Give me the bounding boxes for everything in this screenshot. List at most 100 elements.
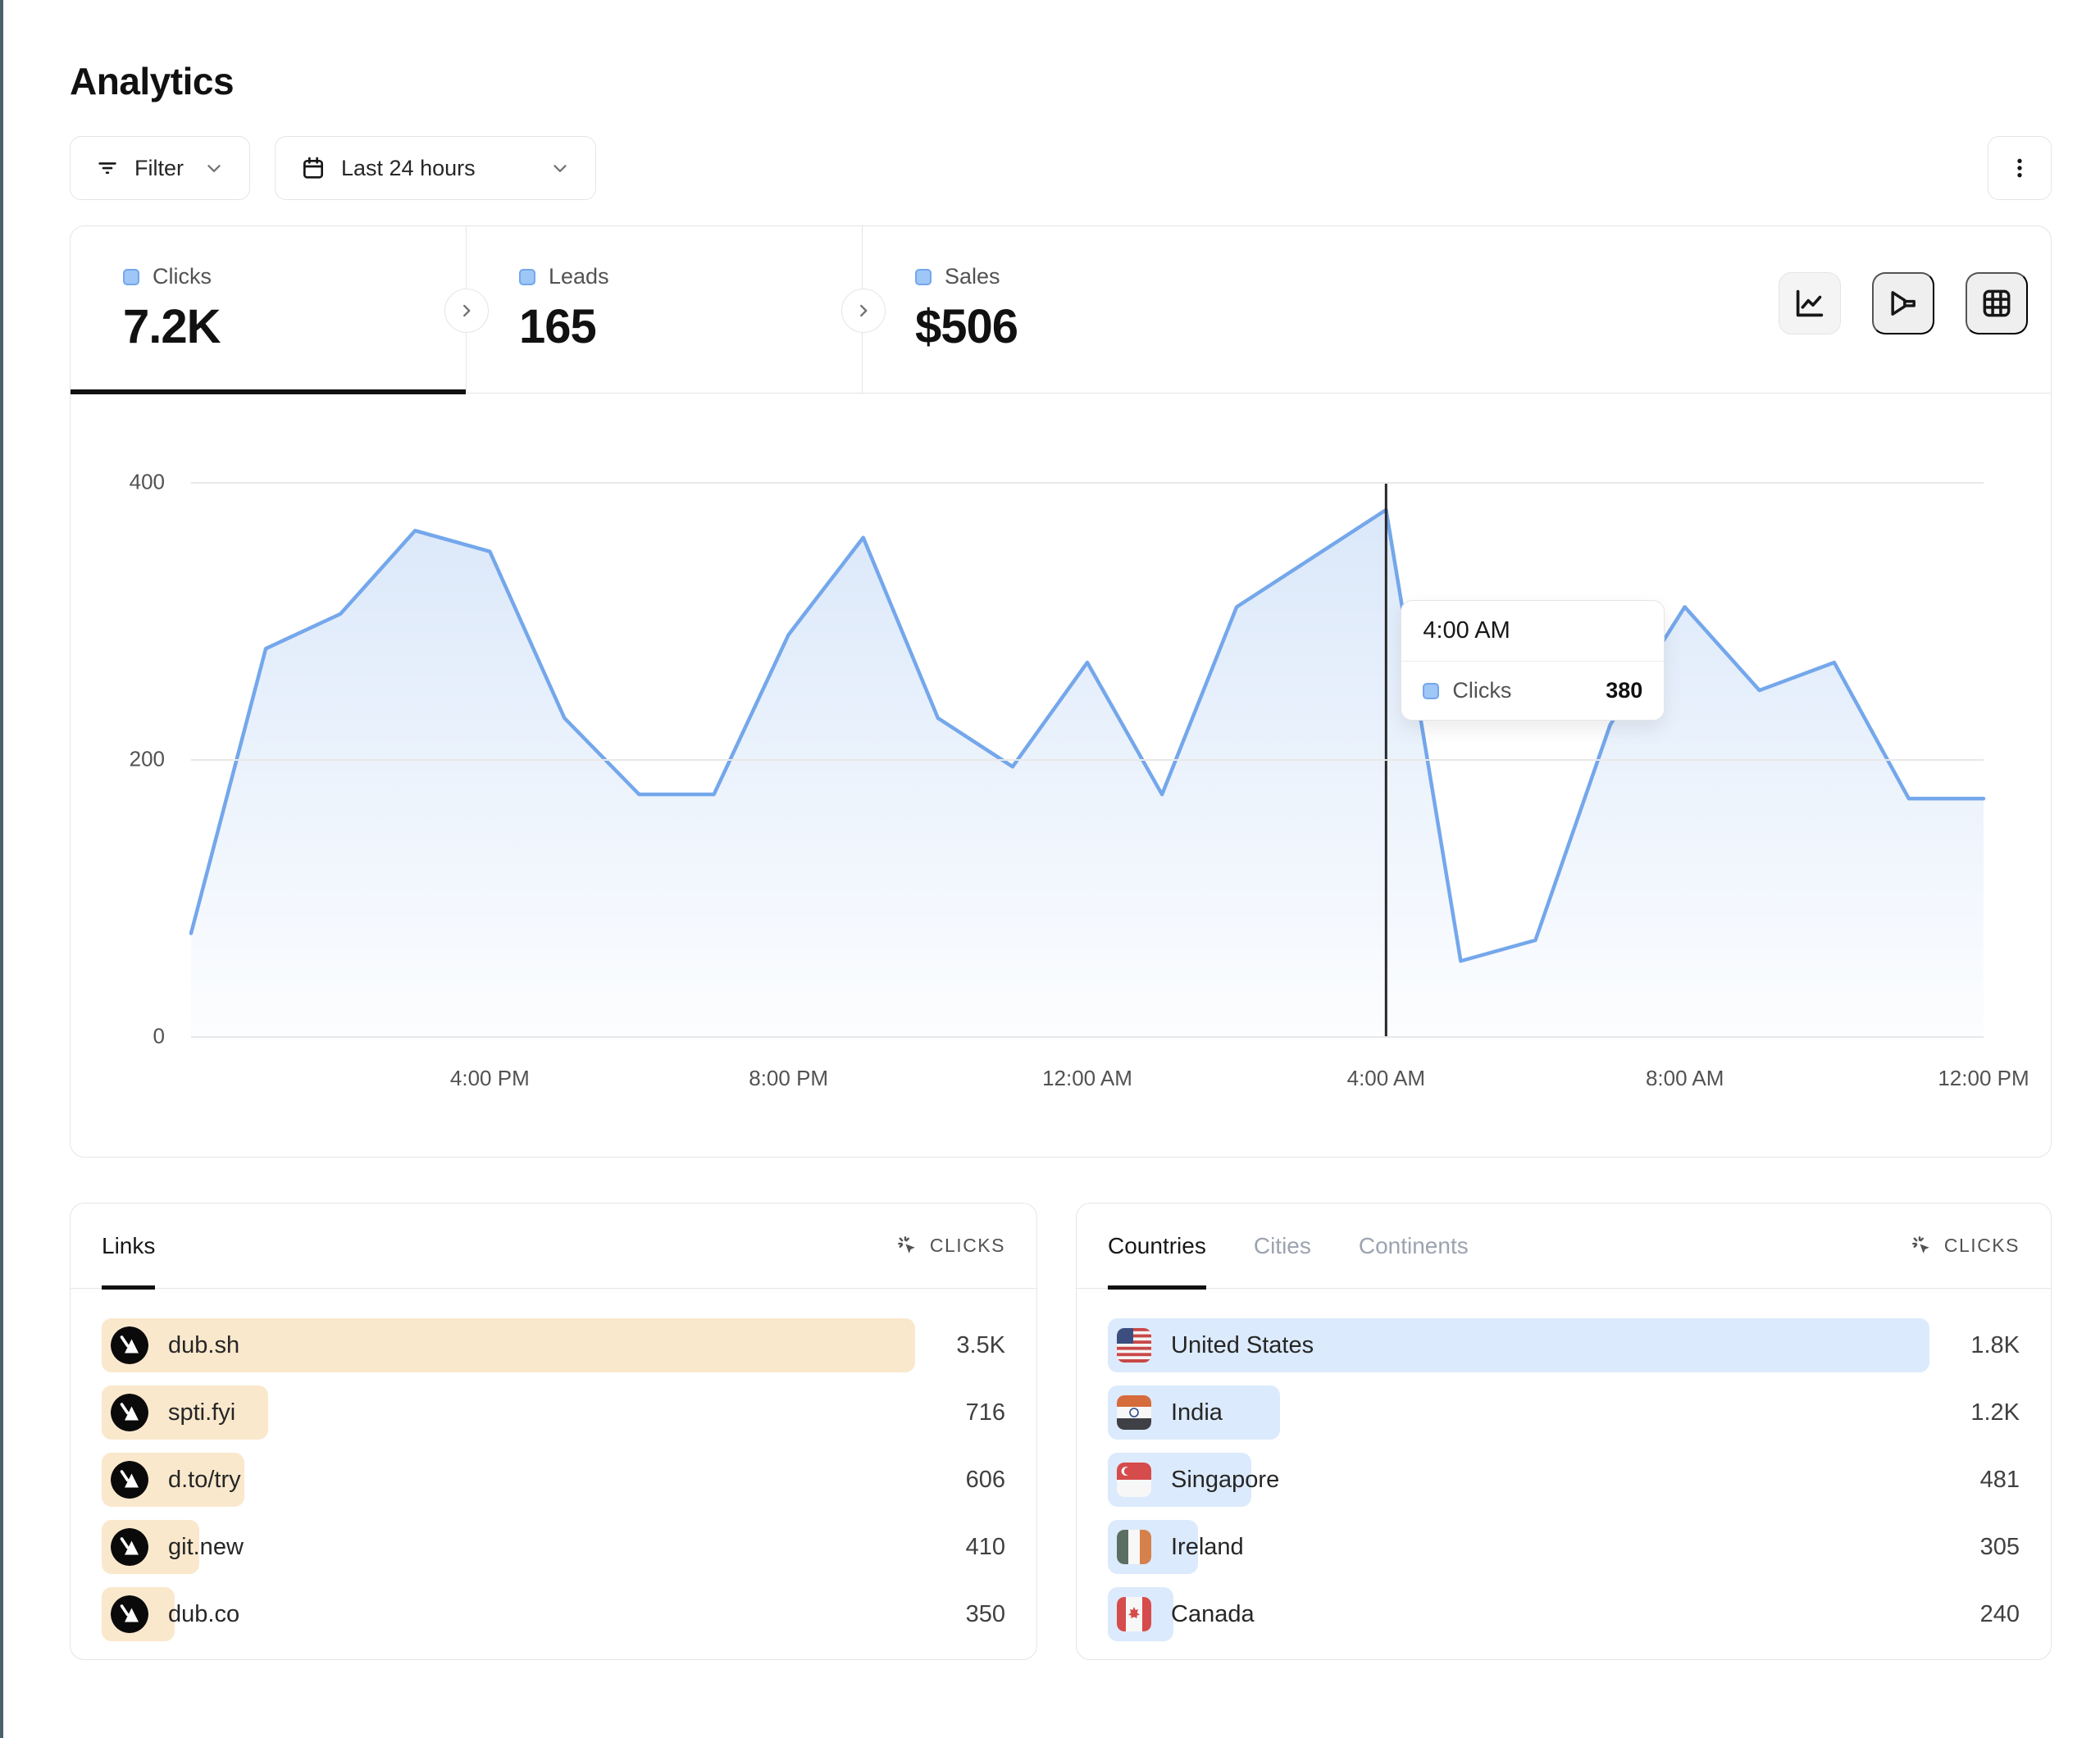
x-axis-label: 8:00 PM <box>749 1066 829 1090</box>
funnel-icon <box>1885 285 1921 321</box>
tooltip-time: 4:00 AM <box>1401 601 1665 662</box>
country-clicks-value: 481 <box>1979 1466 2020 1493</box>
country-label: India <box>1171 1399 1223 1426</box>
country-row[interactable]: Canada 240 <box>1108 1587 2020 1641</box>
clicks-tab-label: Clicks <box>153 264 212 289</box>
us-flag-icon <box>1117 1328 1151 1363</box>
funnel-view-button[interactable] <box>1872 272 1934 334</box>
country-row[interactable]: Ireland 305 <box>1108 1520 2020 1574</box>
sales-value: $506 <box>915 300 1018 353</box>
dub-logo-icon <box>111 1595 148 1633</box>
countries-rows: United States 1.8K India 1.2K <box>1077 1289 2051 1659</box>
links-rows: dub.sh 3.5K spti.fyi 716 <box>71 1289 1036 1659</box>
line-chart-icon <box>1791 284 1829 322</box>
gridline <box>191 482 1984 484</box>
tab-clicks[interactable]: Clicks 7.2K <box>71 226 467 394</box>
link-label: spti.fyi <box>168 1399 236 1426</box>
link-clicks-value: 410 <box>965 1533 1005 1560</box>
leads-value: 165 <box>519 300 597 353</box>
chart-tooltip: 4:00 AM Clicks 380 <box>1401 600 1665 721</box>
tab-leads[interactable]: Leads 165 <box>467 226 863 393</box>
cities-tab-label: Cities <box>1253 1232 1311 1258</box>
tab-sales[interactable]: Sales $506 <box>863 226 2051 393</box>
x-axis-label: 4:00 AM <box>1346 1066 1426 1090</box>
clicks-legend-square <box>123 268 139 285</box>
countries-metric-label: CLICKS <box>1943 1235 2020 1256</box>
y-axis-label: 400 <box>129 469 165 494</box>
country-label: Singapore <box>1171 1466 1280 1493</box>
tooltip-series-label: Clicks <box>1452 678 1512 703</box>
country-label: United States <box>1171 1331 1314 1358</box>
link-clicks-value: 350 <box>965 1600 1005 1627</box>
links-panel: Links CLICKS dub.sh <box>70 1203 1037 1660</box>
more-options-button[interactable] <box>1988 136 2052 200</box>
calendar-icon <box>300 155 326 181</box>
india-flag-icon <box>1117 1395 1151 1430</box>
filter-button[interactable]: Filter <box>70 136 250 200</box>
date-range-button[interactable]: Last 24 hours <box>275 136 596 200</box>
expand-leads-button[interactable] <box>841 289 886 333</box>
date-range-label: Last 24 hours <box>341 155 476 180</box>
link-label: dub.co <box>168 1600 240 1627</box>
dub-logo-icon <box>111 1326 148 1364</box>
link-clicks-value: 716 <box>965 1399 1005 1426</box>
country-row[interactable]: India 1.2K <box>1108 1385 2020 1440</box>
canada-flag-icon <box>1117 1597 1151 1631</box>
dub-logo-icon <box>111 1461 148 1499</box>
countries-panel: Countries Cities Continents CLICKS <box>1076 1203 2052 1660</box>
country-row[interactable]: United States 1.8K <box>1108 1318 2020 1372</box>
country-label: Canada <box>1171 1600 1255 1627</box>
countries-metric-selector[interactable]: CLICKS <box>1910 1234 2020 1258</box>
link-label: git.new <box>168 1533 244 1560</box>
leads-legend-square <box>519 268 535 285</box>
stats-tabs: Clicks 7.2K Leads 165 Sales $506 <box>71 226 2051 394</box>
chevron-down-icon <box>549 157 571 179</box>
table-view-button[interactable] <box>1966 272 2028 334</box>
links-metric-selector[interactable]: CLICKS <box>895 1234 1005 1258</box>
country-label: Ireland <box>1171 1533 1244 1560</box>
kebab-menu-icon <box>2007 155 2033 181</box>
line-chart-view-button[interactable] <box>1779 272 1841 334</box>
tab-links[interactable]: Links <box>102 1203 156 1290</box>
tab-countries[interactable]: Countries <box>1108 1203 1206 1290</box>
expand-clicks-button[interactable] <box>444 289 489 333</box>
links-panel-header: Links CLICKS <box>71 1203 1036 1290</box>
link-label: d.to/try <box>168 1466 241 1493</box>
clicks-plot[interactable]: 4:00 AM Clicks 380 400 200 0 4:00 PM 8:00 PM… <box>130 470 2029 1091</box>
country-clicks-value: 1.8K <box>1970 1331 2020 1358</box>
tab-continents[interactable]: Continents <box>1359 1203 1469 1288</box>
gridline <box>191 1036 1984 1038</box>
analytics-card: Clicks 7.2K Leads 165 Sales $506 <box>70 225 2052 1158</box>
link-clicks-value: 606 <box>965 1466 1005 1493</box>
sales-legend-square <box>915 268 932 285</box>
continents-tab-label: Continents <box>1358 1232 1469 1258</box>
link-row[interactable]: dub.co 350 <box>102 1587 1005 1641</box>
x-axis-label: 12:00 PM <box>1938 1066 2029 1090</box>
country-clicks-value: 1.2K <box>1970 1399 2020 1426</box>
x-axis-label: 4:00 PM <box>449 1066 530 1090</box>
link-row[interactable]: spti.fyi 716 <box>102 1385 1005 1440</box>
link-row[interactable]: git.new 410 <box>102 1520 1005 1574</box>
clicks-value: 7.2K <box>123 300 221 353</box>
link-row[interactable]: dub.sh 3.5K <box>102 1318 1005 1372</box>
countries-panel-header: Countries Cities Continents CLICKS <box>1077 1203 2051 1290</box>
chevron-down-icon <box>203 157 225 179</box>
country-clicks-value: 305 <box>1979 1533 2020 1560</box>
singapore-flag-icon <box>1117 1463 1151 1497</box>
cursor-click-icon <box>895 1234 920 1258</box>
link-row[interactable]: d.to/try 606 <box>102 1453 1005 1507</box>
ireland-flag-icon <box>1117 1530 1151 1564</box>
country-row[interactable]: Singapore 481 <box>1108 1453 2020 1507</box>
analytics-page: Analytics Filter Last 24 hours <box>70 0 2052 1660</box>
y-axis-label: 200 <box>129 746 165 771</box>
breakdown-panels: Links CLICKS dub.sh <box>70 1203 2052 1660</box>
chevron-right-icon <box>853 300 874 321</box>
page-title: Analytics <box>70 60 235 102</box>
toolbar: Filter Last 24 hours <box>70 136 2052 200</box>
link-clicks-value: 3.5K <box>956 1331 1005 1358</box>
chart-view-toggle <box>1779 272 2028 334</box>
left-accent-line <box>0 0 3 1738</box>
dub-logo-icon <box>111 1528 148 1566</box>
tab-cities[interactable]: Cities <box>1254 1203 1311 1288</box>
gridline <box>191 759 1984 761</box>
